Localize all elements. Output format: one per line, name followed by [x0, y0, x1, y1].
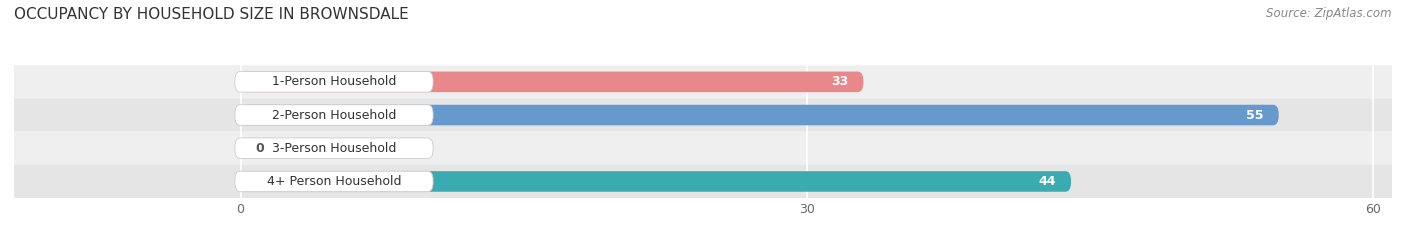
Text: 3-Person Household: 3-Person Household [271, 142, 396, 155]
FancyBboxPatch shape [14, 132, 1392, 165]
Text: 1-Person Household: 1-Person Household [271, 75, 396, 88]
FancyBboxPatch shape [235, 138, 433, 158]
Text: 55: 55 [1246, 109, 1264, 122]
FancyBboxPatch shape [14, 165, 1392, 198]
Text: 33: 33 [831, 75, 848, 88]
Text: 4+ Person Household: 4+ Person Household [267, 175, 401, 188]
Text: OCCUPANCY BY HOUSEHOLD SIZE IN BROWNSDALE: OCCUPANCY BY HOUSEHOLD SIZE IN BROWNSDAL… [14, 7, 409, 22]
Text: 2-Person Household: 2-Person Household [271, 109, 396, 122]
FancyBboxPatch shape [235, 105, 433, 125]
FancyBboxPatch shape [14, 65, 1392, 98]
FancyBboxPatch shape [240, 171, 1071, 192]
FancyBboxPatch shape [14, 98, 1392, 132]
FancyBboxPatch shape [240, 72, 863, 92]
Text: 44: 44 [1039, 175, 1056, 188]
Text: Source: ZipAtlas.com: Source: ZipAtlas.com [1267, 7, 1392, 20]
FancyBboxPatch shape [235, 171, 433, 192]
FancyBboxPatch shape [235, 72, 433, 92]
FancyBboxPatch shape [240, 105, 1278, 125]
Text: 0: 0 [256, 142, 264, 155]
